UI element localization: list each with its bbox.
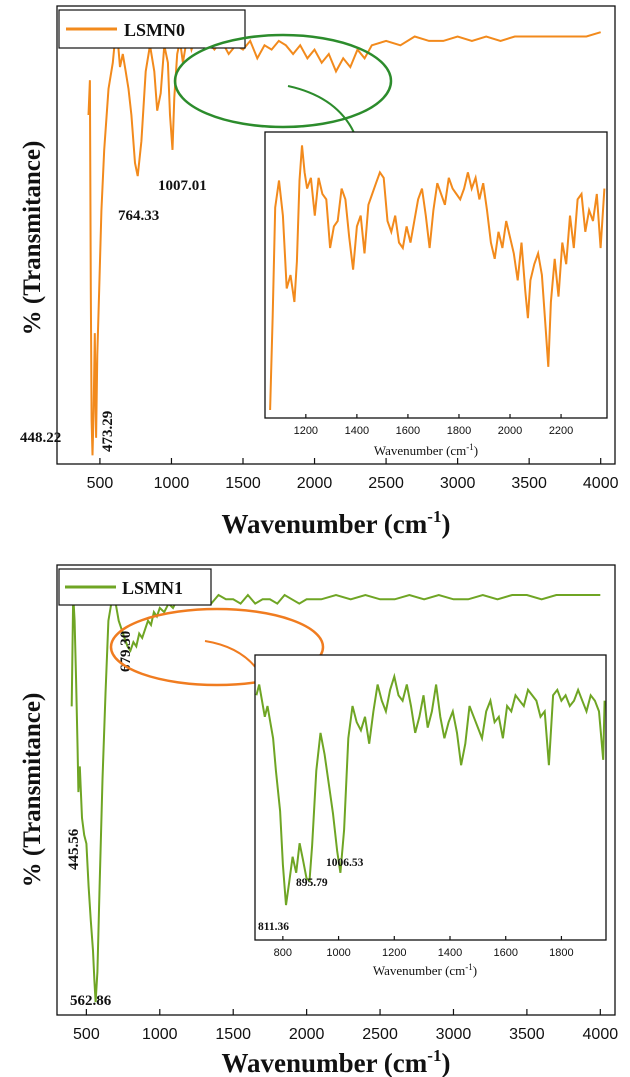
inset-frame bbox=[254, 654, 607, 941]
highlight-ellipse bbox=[109, 607, 325, 687]
highlight-ellipse bbox=[173, 33, 393, 129]
x-tick-label: 2000 bbox=[297, 475, 333, 492]
x-tick-label: 4000 bbox=[583, 475, 619, 492]
plot-frame bbox=[56, 564, 616, 1016]
inset-plot: 1200 1400 1600 1800 2000 2200 Wavenumber (cm-… bbox=[264, 131, 608, 458]
x-tick-label: 3500 bbox=[509, 1026, 545, 1043]
peak-label: 448.22 bbox=[20, 430, 61, 446]
x-axis-title: Wavenumber (cm-1) bbox=[222, 1046, 451, 1077]
x-tick-label: 4000 bbox=[583, 1026, 619, 1043]
y-axis-title: % (Transmitance) bbox=[19, 693, 46, 888]
inset-series-line bbox=[269, 145, 606, 411]
x-tick-label: 3500 bbox=[511, 475, 547, 492]
inset-frame bbox=[264, 131, 608, 419]
inset-peak-annotations: 811.36 895.79 1006.53 bbox=[258, 857, 364, 933]
x-axis-ticks: 500 1000 1500 2000 2500 3000 3500 4000 bbox=[87, 458, 619, 492]
peak-annotations: 445.56 562.86 679.30 bbox=[66, 631, 134, 1009]
inset-series-line bbox=[255, 672, 606, 906]
inset-peak-label: 811.36 bbox=[258, 921, 289, 933]
y-axis-title: % (Transmitance) bbox=[19, 141, 46, 336]
x-tick-label: 500 bbox=[87, 475, 114, 492]
inset-x-axis-title: Wavenumber (cm-1) bbox=[374, 442, 478, 458]
x-tick-label: 1200 bbox=[382, 947, 406, 959]
x-axis-title: Wavenumber (cm-1) bbox=[222, 507, 451, 539]
panel-lsmn0: 500 1000 1500 2000 2500 3000 3500 4000 448.22 47… bbox=[19, 5, 619, 539]
x-tick-label: 1600 bbox=[396, 425, 420, 437]
legend-label: LSMN1 bbox=[122, 578, 183, 598]
inset-peak-label: 1006.53 bbox=[326, 857, 364, 869]
x-tick-label: 1800 bbox=[447, 425, 471, 437]
inset-x-ticks: 800 1000 1200 1400 1600 1800 bbox=[274, 936, 574, 959]
peak-label: 473.29 bbox=[100, 411, 116, 452]
legend: LSMN1 bbox=[58, 568, 212, 606]
x-tick-label: 1600 bbox=[493, 947, 517, 959]
peak-label: 445.56 bbox=[66, 828, 82, 870]
x-tick-label: 1500 bbox=[215, 1026, 251, 1043]
x-tick-label: 1500 bbox=[225, 475, 261, 492]
x-tick-label: 1800 bbox=[549, 947, 573, 959]
inset-x-axis-title: Wavenumber (cm-1) bbox=[373, 962, 477, 978]
peak-annotations: 448.22 473.29 764.33 1007.01 bbox=[20, 178, 207, 452]
x-tick-label: 1000 bbox=[326, 947, 350, 959]
peak-label: 1007.01 bbox=[158, 178, 207, 194]
x-tick-label: 1400 bbox=[438, 947, 462, 959]
peak-label: 562.86 bbox=[70, 993, 112, 1009]
panel-lsmn1: 500 1000 1500 2000 2500 3000 3500 4000 445.56 56… bbox=[19, 564, 618, 1077]
legend-label: LSMN0 bbox=[124, 20, 185, 40]
inset-background bbox=[255, 655, 606, 940]
legend: LSMN0 bbox=[58, 9, 246, 49]
x-tick-label: 2500 bbox=[368, 475, 404, 492]
peak-label: 679.30 bbox=[118, 631, 134, 672]
x-tick-label: 1400 bbox=[345, 425, 369, 437]
peak-label: 764.33 bbox=[118, 208, 159, 224]
legend-box bbox=[58, 9, 246, 49]
x-tick-label: 1000 bbox=[154, 475, 190, 492]
x-tick-label: 2500 bbox=[362, 1026, 398, 1043]
inset-plot: 800 1000 1200 1400 1600 1800 811.36 895.79 1006… bbox=[254, 654, 607, 978]
x-tick-label: 500 bbox=[73, 1026, 100, 1043]
x-tick-label: 800 bbox=[274, 947, 292, 959]
x-tick-label: 1000 bbox=[142, 1026, 178, 1043]
inset-x-ticks: 1200 1400 1600 1800 2000 2200 bbox=[294, 414, 573, 437]
x-tick-label: 3000 bbox=[436, 1026, 472, 1043]
x-axis-ticks: 500 1000 1500 2000 2500 3000 3500 4000 bbox=[73, 1009, 618, 1043]
x-tick-label: 2000 bbox=[289, 1026, 325, 1043]
inset-background bbox=[265, 132, 607, 418]
x-tick-label: 2000 bbox=[498, 425, 522, 437]
x-tick-label: 2200 bbox=[549, 425, 573, 437]
inset-peak-label: 895.79 bbox=[296, 877, 328, 889]
plot-frame bbox=[56, 5, 616, 465]
x-tick-label: 1200 bbox=[294, 425, 318, 437]
x-tick-label: 3000 bbox=[440, 475, 476, 492]
